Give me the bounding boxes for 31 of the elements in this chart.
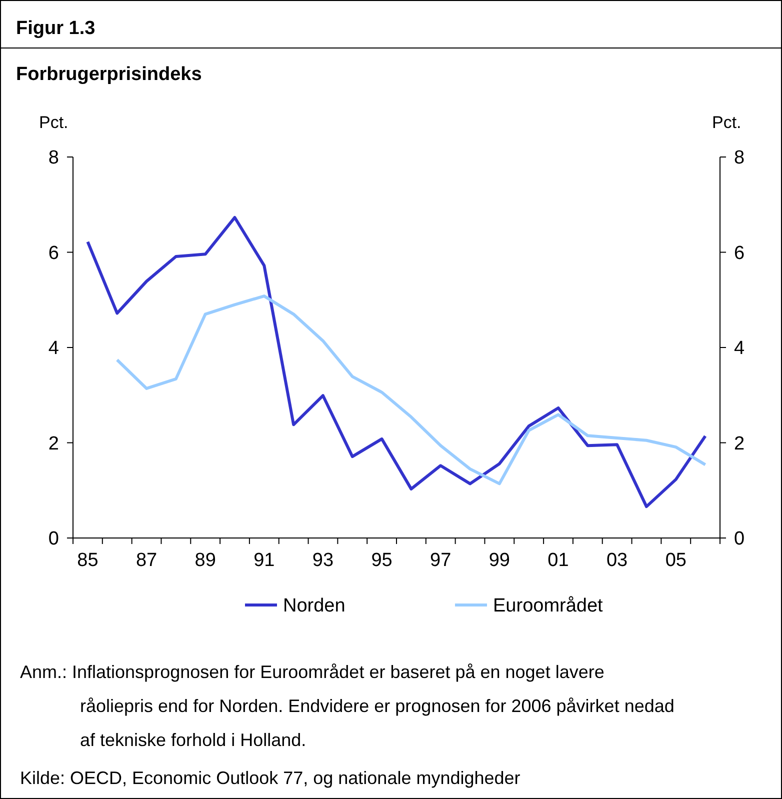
chart-title: Figur 1.3 [16,18,96,39]
chart-subtitle: Forbrugerprisindeks [16,64,202,85]
text: Anm.: Inflationsprognosen for Euroområdet er baseret på en noget lavere råoliepris end for Norden. Endvidere er prognosen for 2006 påvirket nedad af tekniske forhold i Holland. [20,662,674,750]
y-tick-label: 4 [48,338,60,360]
y2-tick-label: 0 [734,528,745,550]
x-tick-label: 85 [77,550,98,571]
x-tick-label: 87 [136,550,158,571]
y-axis-title: Pct. [39,113,68,132]
x-tick-label: 99 [488,550,510,571]
y2-tick-label: 2 [734,433,745,454]
x-tick-label: 01 [548,550,569,571]
line-series [86,216,707,508]
y2-axis-title: Pct. [712,113,742,132]
x-tick-label: 89 [194,550,216,571]
y2-tick-label: 6 [734,242,745,264]
y-tick-label: 8 [48,148,59,169]
x-tick-label: 95 [371,550,392,571]
x-tick-label: 93 [312,550,334,571]
legend-label: Norden [283,596,346,617]
x-tick-label: 03 [606,550,628,571]
y2-tick-label: 8 [734,148,745,169]
text: Kilde: OECD, Economic Outlook 77, og nationale myndigheder [20,768,520,788]
y-tick-label: 6 [48,242,59,264]
line-series [116,294,707,486]
y2-tick-label: 4 [734,338,745,360]
legend-label: Euroområdet [493,596,604,617]
x-tick-label: 05 [665,550,686,571]
y-tick-label: 0 [48,528,59,550]
x-tick-label: 91 [254,550,275,571]
x-tick-label: 97 [430,550,452,571]
y-tick-label: 2 [48,433,59,454]
